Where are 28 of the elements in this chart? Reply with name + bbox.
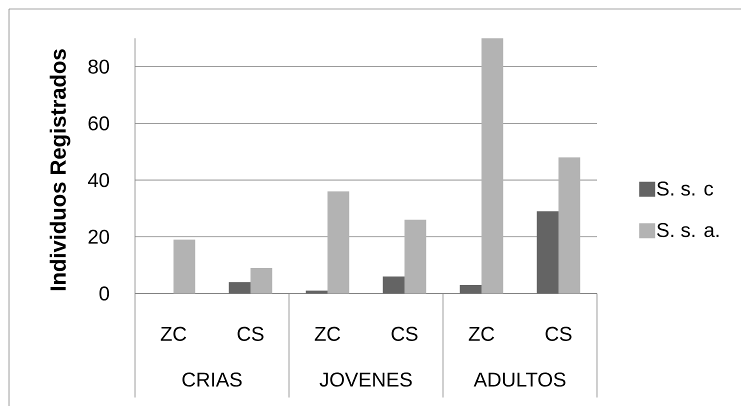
bar: [306, 290, 328, 294]
bar: [328, 191, 350, 294]
text: CRIAS: [182, 372, 242, 387]
text: ADULTOS: [474, 372, 566, 387]
y-axis-title: Individuos Registrados: [50, 49, 70, 290]
x-tick-label: CS: [546, 326, 572, 341]
y-tick-label: 20: [88, 230, 110, 244]
x-tick-label: ZC: [314, 326, 340, 341]
bar: [558, 157, 580, 294]
x-tick-label: CS: [392, 326, 418, 341]
y-tick-label: 0: [99, 286, 110, 301]
x-tick-label: ZC: [468, 326, 494, 341]
legend-label: S. s. c: [657, 182, 714, 196]
bar: [404, 220, 426, 294]
bar: [228, 282, 251, 294]
text: JOVENES: [320, 372, 412, 387]
bar: [536, 211, 558, 294]
bar: [382, 276, 404, 294]
legend-label: S. s. a.: [657, 222, 718, 238]
x-tick-label: ZC: [160, 326, 186, 341]
y-tick-label: 80: [88, 60, 110, 74]
bar: [174, 240, 196, 294]
y-tick-label: 60: [88, 116, 110, 130]
bar: [482, 38, 504, 294]
x-tick-label: CS: [238, 326, 264, 341]
bar: [250, 268, 272, 294]
y-tick-label: 40: [88, 172, 110, 188]
bar: [460, 284, 482, 294]
